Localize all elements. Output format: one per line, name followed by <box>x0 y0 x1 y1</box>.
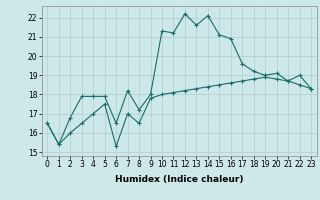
X-axis label: Humidex (Indice chaleur): Humidex (Indice chaleur) <box>115 175 244 184</box>
